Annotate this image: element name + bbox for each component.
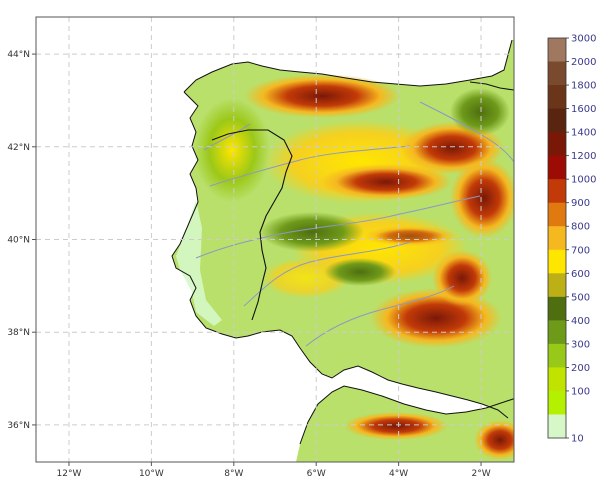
rivers [195,101,514,347]
river-duero [209,145,411,187]
colorbar-label-13: 300 [571,339,590,350]
colorbar-label-14: 200 [571,363,590,374]
terrain-rif-east [474,420,514,460]
colorbar-segment-13 [548,343,566,368]
gridlines [36,17,514,462]
terrain-ebro [450,88,510,136]
colorbar-segment-9 [548,249,566,274]
lon-tick-label-3: 6°W [307,469,326,479]
river-tajo [195,195,481,259]
colorbar-label-5: 1200 [571,151,596,162]
terrain-segura [432,250,492,306]
colorbar-segment-16 [548,414,566,439]
river-guadalquivir [305,285,455,347]
river-guadiana [243,241,411,307]
colorbar-frame [547,37,567,439]
lat-tick-label-4: 36°N [7,421,30,431]
terrain-galicia [194,98,270,202]
colorbar-label-11: 500 [571,292,590,303]
lon-tick-label-4: 4°W [389,469,408,479]
lat-tick-label-3: 38°N [7,328,30,338]
elevation-colorbar: 3000 2000 1800 1600 1400 1200 1000 900 800 700 600… [547,34,596,445]
lon-tick-label-5: 2°W [471,469,490,479]
latitude-axis: 44°N 42°N 40°N 38°N 36°N [7,50,36,431]
terrain-portugal-coast [176,200,222,326]
border-spain-france [469,81,514,91]
lon-tick-label-2: 8°W [224,469,243,479]
colorbar-segment-1 [548,61,566,86]
colorbar-segment-6 [548,179,566,204]
lat-tick-label-0: 44°N [7,50,30,60]
colorbar-segment-3 [548,108,566,133]
border-spain-portugal [211,129,293,321]
colorbar-label-16: 10 [571,434,584,445]
lat-tick-label-2: 40°N [7,236,30,246]
colorbar-segment-4 [548,132,566,157]
terrain-east-highland [450,158,514,238]
colorbar-label-2: 1800 [571,81,596,92]
colorbar-label-4: 1400 [571,128,596,139]
colorbar-segment-7 [548,202,566,227]
colorbar-segment-0 [548,38,566,63]
colorbar-segment-15 [548,390,566,415]
colorbar-segment-2 [548,85,566,110]
colorbar-label-1: 2000 [571,57,596,68]
colorbar-label-6: 1000 [571,175,596,186]
colorbar-label-8: 800 [571,222,590,233]
colorbar-label-0: 3000 [571,34,596,45]
colorbar-segment-12 [548,320,566,345]
colorbar-label-7: 900 [571,198,590,209]
terrain-central-system [320,164,452,200]
river-ebro [419,101,514,163]
colorbar-segment-8 [548,226,566,251]
terrain-morena [324,258,396,286]
lon-tick-label-1: 10°W [139,469,164,479]
terrain-cantabrian [244,74,400,118]
lon-tick-label-0: 12°W [57,469,82,479]
colorbar-segment-10 [548,273,566,298]
country-borders [211,81,514,321]
lat-tick-label-1: 42°N [7,143,30,153]
terrain-tagus-valley [260,212,364,252]
colorbar-label-3: 1600 [571,104,596,115]
terrain-toledo [364,226,456,246]
colorbar-label-10: 600 [571,269,590,280]
colorbar-label-9: 700 [571,245,590,256]
colorbar-segment-14 [548,367,566,392]
colorbar-segment-11 [548,296,566,321]
colorbar-label-12: 400 [571,316,590,327]
colorbar-segment-5 [548,155,566,180]
colorbar-label-15: 100 [571,386,590,397]
coastline [171,39,514,445]
terrain-rif [344,412,448,440]
longitude-axis: 12°W 10°W 8°W 6°W 4°W 2°W [57,462,491,479]
river-minho [203,123,251,151]
